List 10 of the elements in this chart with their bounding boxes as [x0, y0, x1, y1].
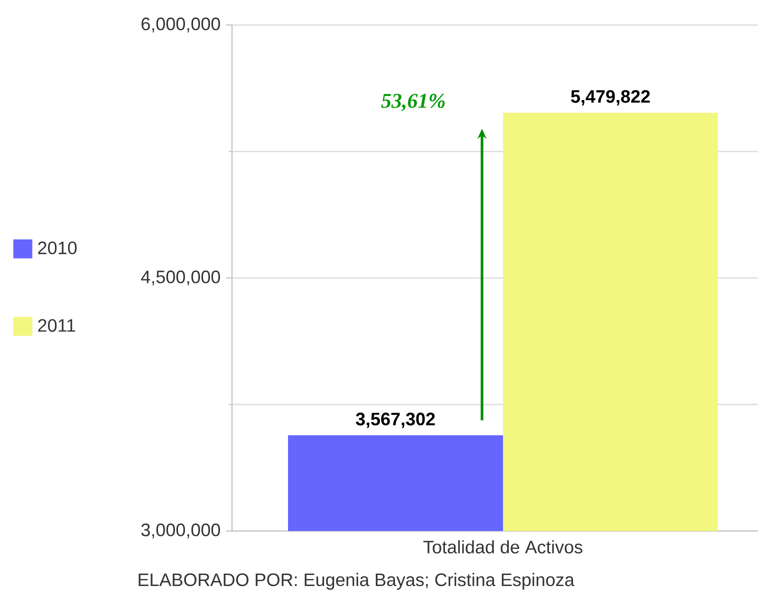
y-tick-label: 6,000,000 [142, 18, 220, 32]
y-tick-label: 3,000,000 [141, 524, 220, 538]
legend-label: 2011 [38, 319, 76, 332]
legend-label: 2010 [38, 242, 77, 254]
annotation: 53,61% [381, 94, 445, 111]
data-label: 3,567,302 [356, 412, 435, 428]
y-tick-label: 4,500,000 [141, 270, 220, 286]
x-tick-label: Totalidad de Activos [423, 540, 582, 554]
data-label: 5,479,822 [571, 90, 650, 106]
text: ELABORADO POR: Eugenia Bayas; Cristina Espinoza [138, 572, 574, 590]
